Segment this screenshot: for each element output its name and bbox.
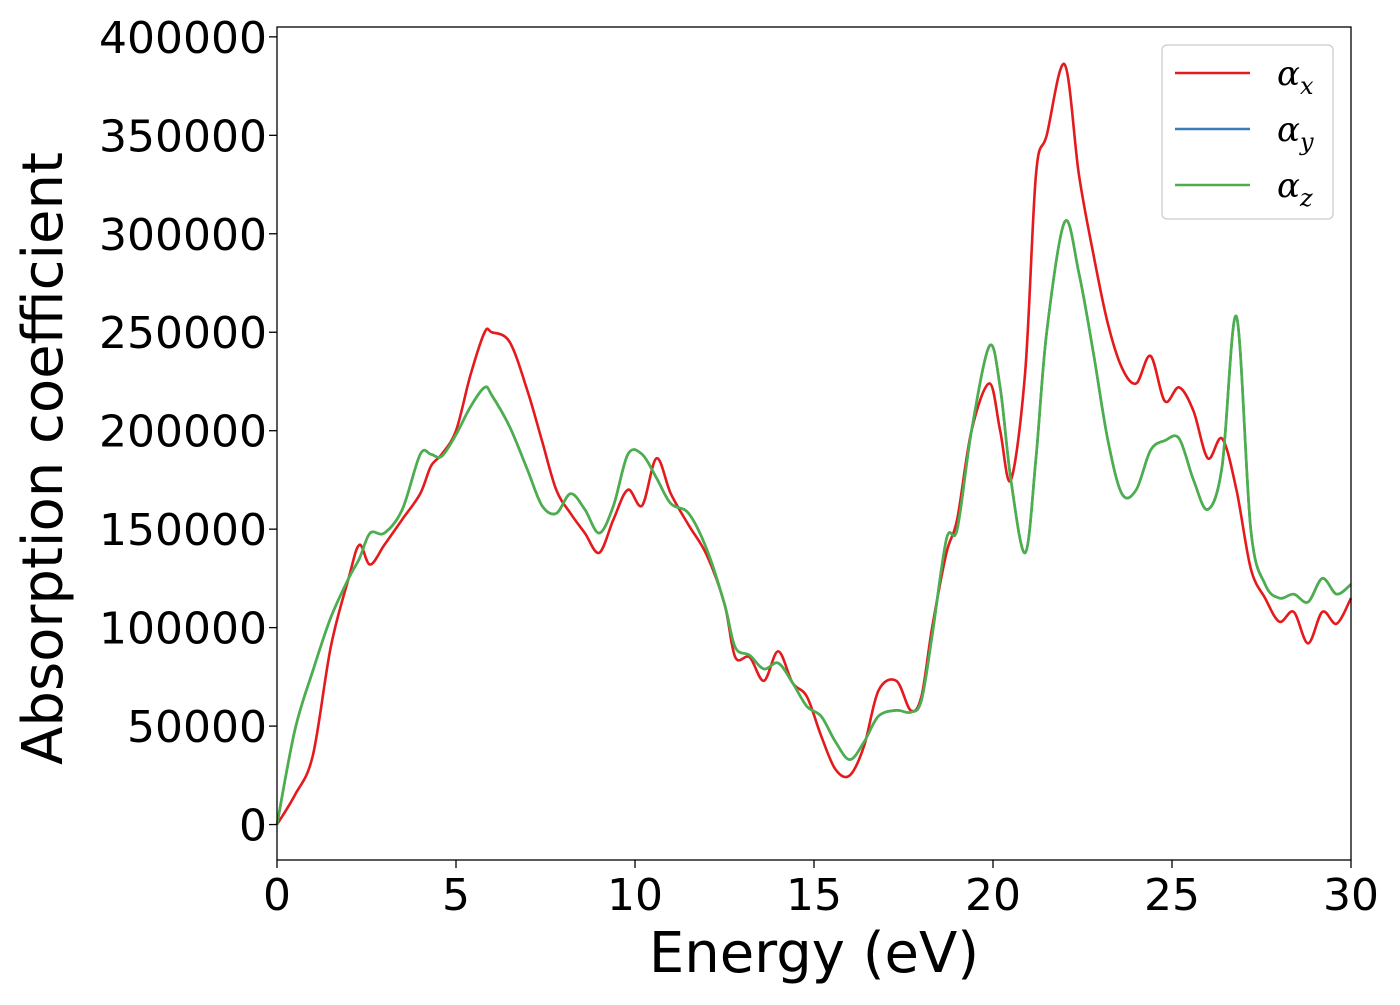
x-tick-label: 15 — [786, 870, 842, 921]
y-tick-label: 200000 — [99, 407, 267, 458]
y-tick-label: 100000 — [99, 604, 267, 655]
y-axis-title: Absorption coefficient — [11, 152, 76, 765]
series-line-x — [275, 63, 1353, 826]
y-tick-label: 350000 — [99, 111, 267, 162]
legend-label-x: αx — [1277, 54, 1314, 100]
x-tick-label: 25 — [1144, 870, 1200, 921]
legend-label-y: αy — [1277, 110, 1314, 156]
series-layer — [275, 63, 1353, 826]
y-tick-label: 0 — [239, 801, 267, 852]
x-axis-title: Energy (eV) — [649, 921, 979, 986]
legend-subscript: x — [1300, 72, 1314, 100]
y-tick-label: 150000 — [99, 505, 267, 556]
legend-symbol: α — [1277, 166, 1300, 206]
legend-box — [1161, 44, 1334, 220]
legend-subscript: z — [1299, 184, 1313, 212]
x-tick-label: 30 — [1323, 870, 1379, 921]
y-tick-label: 50000 — [127, 702, 267, 753]
x-tick-label: 5 — [442, 870, 470, 921]
y-tick-label: 300000 — [99, 210, 267, 261]
y-tick-label: 250000 — [99, 308, 267, 359]
x-tick-label: 10 — [607, 870, 663, 921]
series-line-z — [275, 219, 1352, 825]
legend-subscript: y — [1299, 128, 1314, 156]
x-tick-label: 0 — [263, 870, 291, 921]
legend-symbol: α — [1277, 110, 1300, 150]
series-line-y — [275, 219, 1352, 825]
legend-symbol: α — [1277, 54, 1300, 94]
y-tick-label: 400000 — [99, 13, 267, 64]
legend-label-z: αz — [1277, 166, 1313, 212]
tick-layer: 0 5 10 15 20 25 30 0 50000 100000 150000 200000 2500… — [99, 13, 1379, 921]
x-tick-label: 20 — [965, 870, 1021, 921]
